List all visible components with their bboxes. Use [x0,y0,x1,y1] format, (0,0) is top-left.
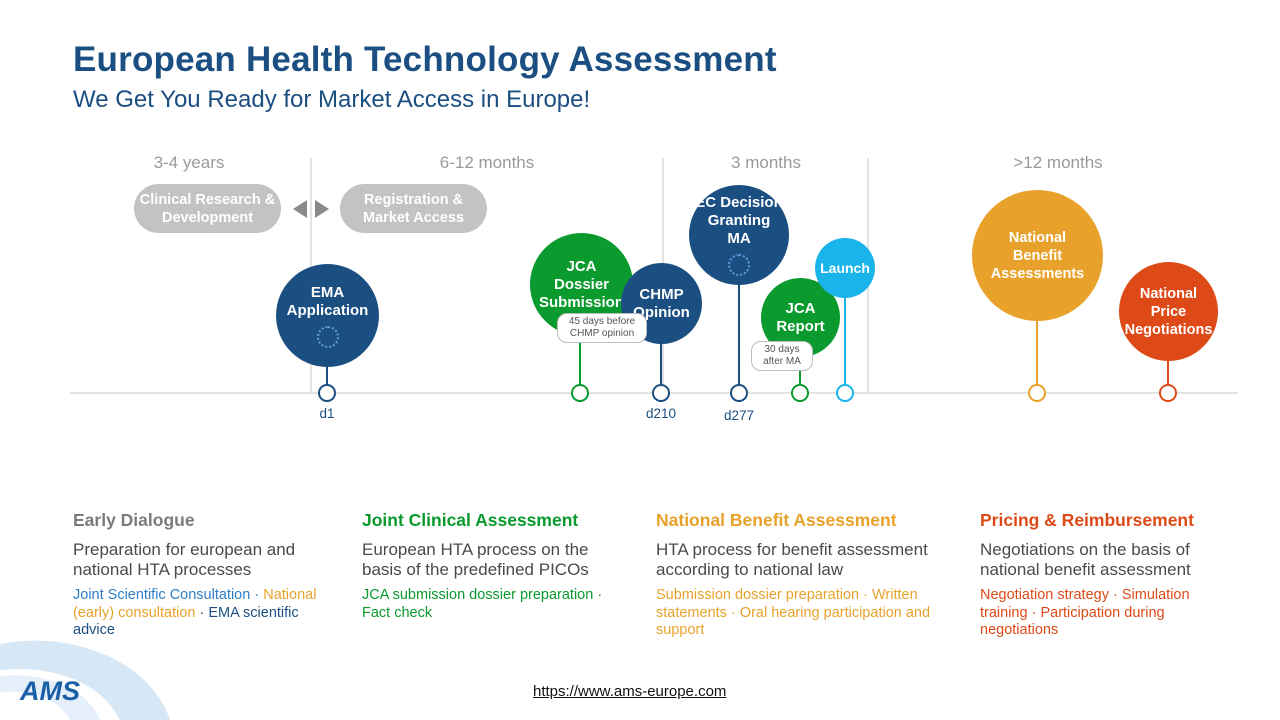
column-description: Preparation for european and national HT… [73,540,296,579]
period-label: >12 months [1013,153,1103,172]
phase-registration: Registration & Market Access [340,184,487,233]
ams-logo-swoosh [0,640,170,720]
period-label: 3-4 years [153,153,225,172]
note-jca-report: 30 days after MA [751,341,813,371]
period-label: 3 months [731,153,801,172]
column-services: Negotiation strategy · Simulation traini… [980,587,1190,638]
ams-logo: AMS [20,676,80,706]
arrow-right-icon [315,200,329,218]
loading-icon [728,254,750,276]
dot-ema [318,384,336,402]
dot-launch [836,384,854,402]
column-national-benefit: National Benefit Assessment HTA process … [656,510,936,640]
milestone-ec-decision: EC Decision Granting MA [689,185,789,285]
loading-icon [316,325,339,348]
page-subtitle: We Get You Ready for Market Access in Eu… [73,86,591,113]
dot-jca-report [791,384,809,402]
day-label: d1 [319,406,335,421]
dot-ec [730,384,748,402]
dot-jca-dossier [571,384,589,402]
milestone-ema-application: EMA Application [276,264,379,367]
day-label: d277 [723,408,755,423]
column-services: JCA submission dossier preparation · Fac… [362,587,603,621]
website-link[interactable]: https://www.ams-europe.com [533,683,727,700]
column-description: HTA process for benefit assessment accor… [656,540,928,579]
page-title: European Health Technology Assessment [73,40,777,79]
column-heading: National Benefit Assessment [656,510,897,530]
column-services: Joint Scientific Consultation · National… [73,587,317,638]
column-heading: Joint Clinical Assessment [362,510,579,530]
day-label: d210 [645,406,677,421]
phase-clinical-research: Clinical Research & Development [134,184,281,233]
column-description: European HTA process on the basis of the… [362,540,589,579]
column-heading: Pricing & Reimbursement [980,510,1194,530]
column-early-dialogue: Early Dialogue Preparation for european … [73,510,338,640]
milestone-launch: Launch [815,238,875,298]
column-description: Negotiations on the basis of national be… [980,540,1191,579]
milestone-national-price: National Price Negotiations [1119,262,1218,361]
column-jca: Joint Clinical Assessment European HTA p… [362,510,627,622]
arrow-left-icon [293,200,307,218]
dot-chmp [652,384,670,402]
column-services: Submission dossier preparation · Written… [656,587,931,638]
note-jca-dossier: 45 days before CHMP opinion [557,313,647,343]
dot-nba [1028,384,1046,402]
milestone-national-benefit: National Benefit Assessments [972,190,1103,321]
column-pricing: Pricing & Reimbursement Negotiations on … [980,510,1230,640]
period-label: 6-12 months [439,153,535,172]
dot-npn [1159,384,1177,402]
column-heading: Early Dialogue [73,510,195,530]
milestone-chmp-opinion: CHMP Opinion [621,263,702,344]
